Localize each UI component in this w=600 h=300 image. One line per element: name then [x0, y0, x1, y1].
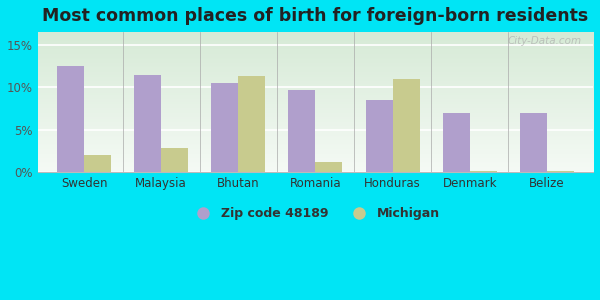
Bar: [443, 113, 470, 172]
Bar: [57, 66, 84, 172]
Bar: [365, 100, 392, 172]
Bar: [211, 83, 238, 172]
Bar: [289, 90, 316, 172]
Bar: [470, 171, 497, 172]
Bar: [316, 162, 343, 172]
Text: City-Data.com: City-Data.com: [508, 36, 582, 46]
Bar: [161, 148, 188, 172]
Bar: [547, 171, 574, 172]
Title: Most common places of birth for foreign-born residents: Most common places of birth for foreign-…: [43, 7, 589, 25]
Bar: [238, 76, 265, 172]
Bar: [392, 79, 419, 172]
Bar: [84, 155, 111, 172]
Bar: [520, 113, 547, 172]
Legend: Zip code 48189, Michigan: Zip code 48189, Michigan: [186, 202, 445, 225]
Bar: [134, 74, 161, 172]
